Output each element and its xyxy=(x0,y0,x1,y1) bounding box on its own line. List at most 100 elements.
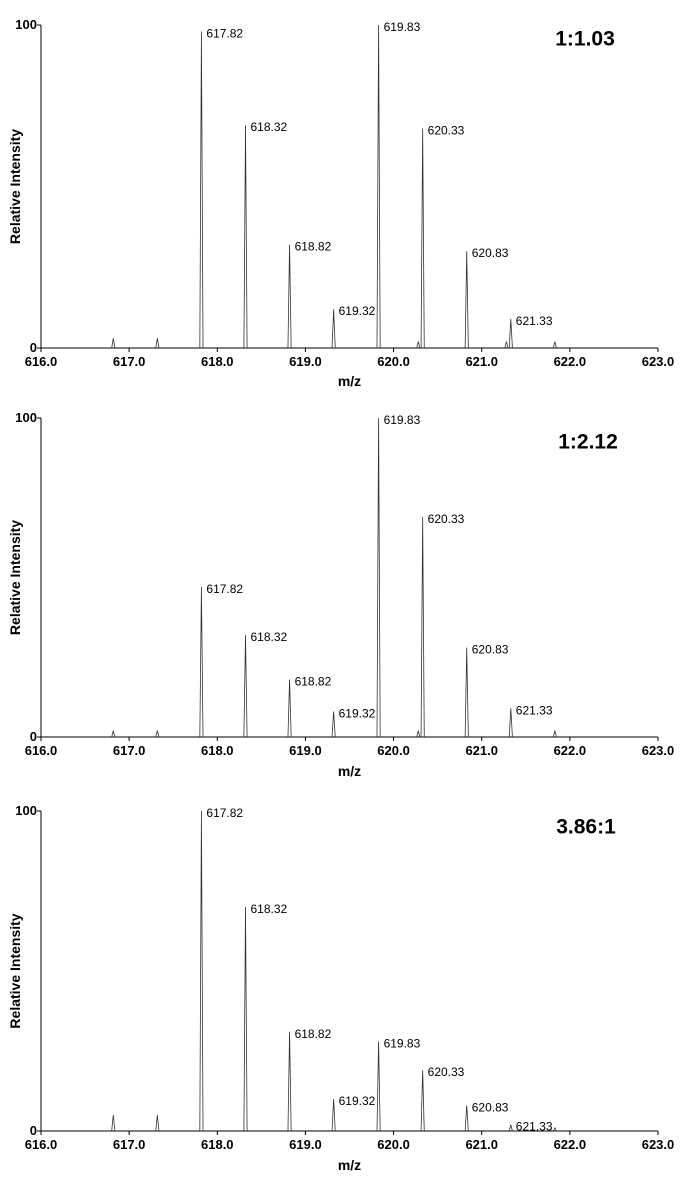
peak xyxy=(508,318,513,349)
peak xyxy=(155,338,160,349)
spectrum-panel-1: 616.0 617.0 618.0 619.0 620.0 621.0 622.0 623.0… xyxy=(7,17,674,389)
peak-label: 619.32 xyxy=(339,706,376,720)
peak-label: 618.82 xyxy=(295,1027,332,1041)
x-tick-label: 619.0 xyxy=(289,354,322,369)
peak xyxy=(508,708,513,738)
y-axis-title: Relative Intensity xyxy=(7,913,23,1028)
peak-label: 620.33 xyxy=(428,512,465,526)
ratio-label: 3.86:1 xyxy=(556,816,616,839)
x-tick-label: 617.0 xyxy=(113,1137,146,1152)
peak-label: 620.83 xyxy=(472,246,509,260)
peak xyxy=(331,1098,336,1132)
peak xyxy=(111,1114,116,1132)
peak-label: 619.83 xyxy=(384,20,421,34)
peak xyxy=(464,251,469,349)
peak-label: 618.32 xyxy=(250,120,287,134)
x-axis-title: m/z xyxy=(338,763,361,779)
y-axis-title: Relative Intensity xyxy=(7,129,23,244)
peak-label: 619.83 xyxy=(384,413,421,427)
peak xyxy=(420,128,425,349)
peak xyxy=(552,1126,557,1132)
peak-label: 617.82 xyxy=(206,582,243,596)
peak xyxy=(287,244,292,349)
peak xyxy=(331,309,336,349)
x-tick-label: 616.0 xyxy=(25,354,58,369)
peak xyxy=(243,125,248,349)
peak-label: 618.82 xyxy=(295,675,332,689)
y-tick-label: 100 xyxy=(15,410,37,425)
x-tick-label: 620.0 xyxy=(377,1137,410,1152)
x-tick-label: 622.0 xyxy=(554,354,587,369)
x-axis-title: m/z xyxy=(338,1157,361,1173)
y-tick-label: 100 xyxy=(15,803,37,818)
x-tick-label: 617.0 xyxy=(113,743,146,758)
peak xyxy=(287,679,292,738)
peak-label: 620.33 xyxy=(428,1065,465,1079)
peak xyxy=(508,1124,513,1132)
peak xyxy=(552,730,557,738)
x-tick-label: 618.0 xyxy=(201,743,234,758)
x-tick-label: 616.0 xyxy=(25,1137,58,1152)
peak-label: 621.33 xyxy=(516,1120,553,1134)
peak-label: 620.33 xyxy=(428,123,465,137)
y-tick-label: 100 xyxy=(15,17,37,32)
x-tick-label: 620.0 xyxy=(377,354,410,369)
peak xyxy=(155,730,160,738)
x-tick-label: 616.0 xyxy=(25,743,58,758)
peak xyxy=(464,1105,469,1132)
peak xyxy=(199,31,204,349)
peak xyxy=(199,810,204,1132)
peak xyxy=(243,906,248,1132)
x-tick-label: 620.0 xyxy=(377,743,410,758)
x-tick-label: 618.0 xyxy=(201,354,234,369)
x-tick-label: 617.0 xyxy=(113,354,146,369)
peak-label: 621.33 xyxy=(516,314,553,328)
peak-label: 620.83 xyxy=(472,643,509,657)
peak xyxy=(243,634,248,738)
ratio-label: 1:1.03 xyxy=(555,28,615,51)
peak xyxy=(464,647,469,738)
peak-label: 620.83 xyxy=(472,1100,509,1114)
x-tick-label: 621.0 xyxy=(465,354,498,369)
x-tick-label: 623.0 xyxy=(642,354,675,369)
peak-label: 618.32 xyxy=(250,630,287,644)
y-axis-title: Relative Intensity xyxy=(7,520,23,635)
peak xyxy=(199,587,204,738)
peak xyxy=(331,711,336,738)
y-tick-label: 0 xyxy=(30,340,37,355)
x-tick-label: 623.0 xyxy=(642,743,675,758)
peak xyxy=(111,730,116,738)
peak-label: 617.82 xyxy=(206,806,243,820)
peak xyxy=(111,338,116,349)
peak xyxy=(155,1114,160,1132)
x-tick-label: 618.0 xyxy=(201,1137,234,1152)
peak xyxy=(287,1031,292,1132)
peak-label: 618.82 xyxy=(295,240,332,254)
peak-label: 621.33 xyxy=(516,703,553,717)
peak xyxy=(420,1070,425,1132)
x-tick-label: 622.0 xyxy=(554,1137,587,1152)
y-tick-label: 0 xyxy=(30,1123,37,1138)
x-tick-label: 621.0 xyxy=(465,1137,498,1152)
x-tick-label: 623.0 xyxy=(642,1137,675,1152)
peak xyxy=(376,24,381,349)
y-tick-label: 0 xyxy=(30,729,37,744)
peak-label: 618.32 xyxy=(250,902,287,916)
spectrum-panel-2: 616.0 617.0 618.0 619.0 620.0 621.0 622.0 623.0… xyxy=(7,410,674,779)
ratio-label: 1:2.12 xyxy=(558,431,618,454)
peak xyxy=(504,341,509,349)
peak xyxy=(416,341,421,349)
peak xyxy=(420,516,425,738)
x-tick-label: 622.0 xyxy=(554,743,587,758)
x-axis-title: m/z xyxy=(338,373,361,389)
x-tick-label: 619.0 xyxy=(289,1137,322,1152)
peak-label: 617.82 xyxy=(206,26,243,40)
peak-label: 619.83 xyxy=(384,1036,421,1050)
peak xyxy=(376,417,381,738)
spectrum-panel-3: 616.0 617.0 618.0 619.0 620.0 621.0 622.0 623.0… xyxy=(7,803,674,1173)
peak xyxy=(376,1041,381,1132)
peak-label: 619.32 xyxy=(339,304,376,318)
peak xyxy=(552,341,557,349)
x-tick-label: 619.0 xyxy=(289,743,322,758)
